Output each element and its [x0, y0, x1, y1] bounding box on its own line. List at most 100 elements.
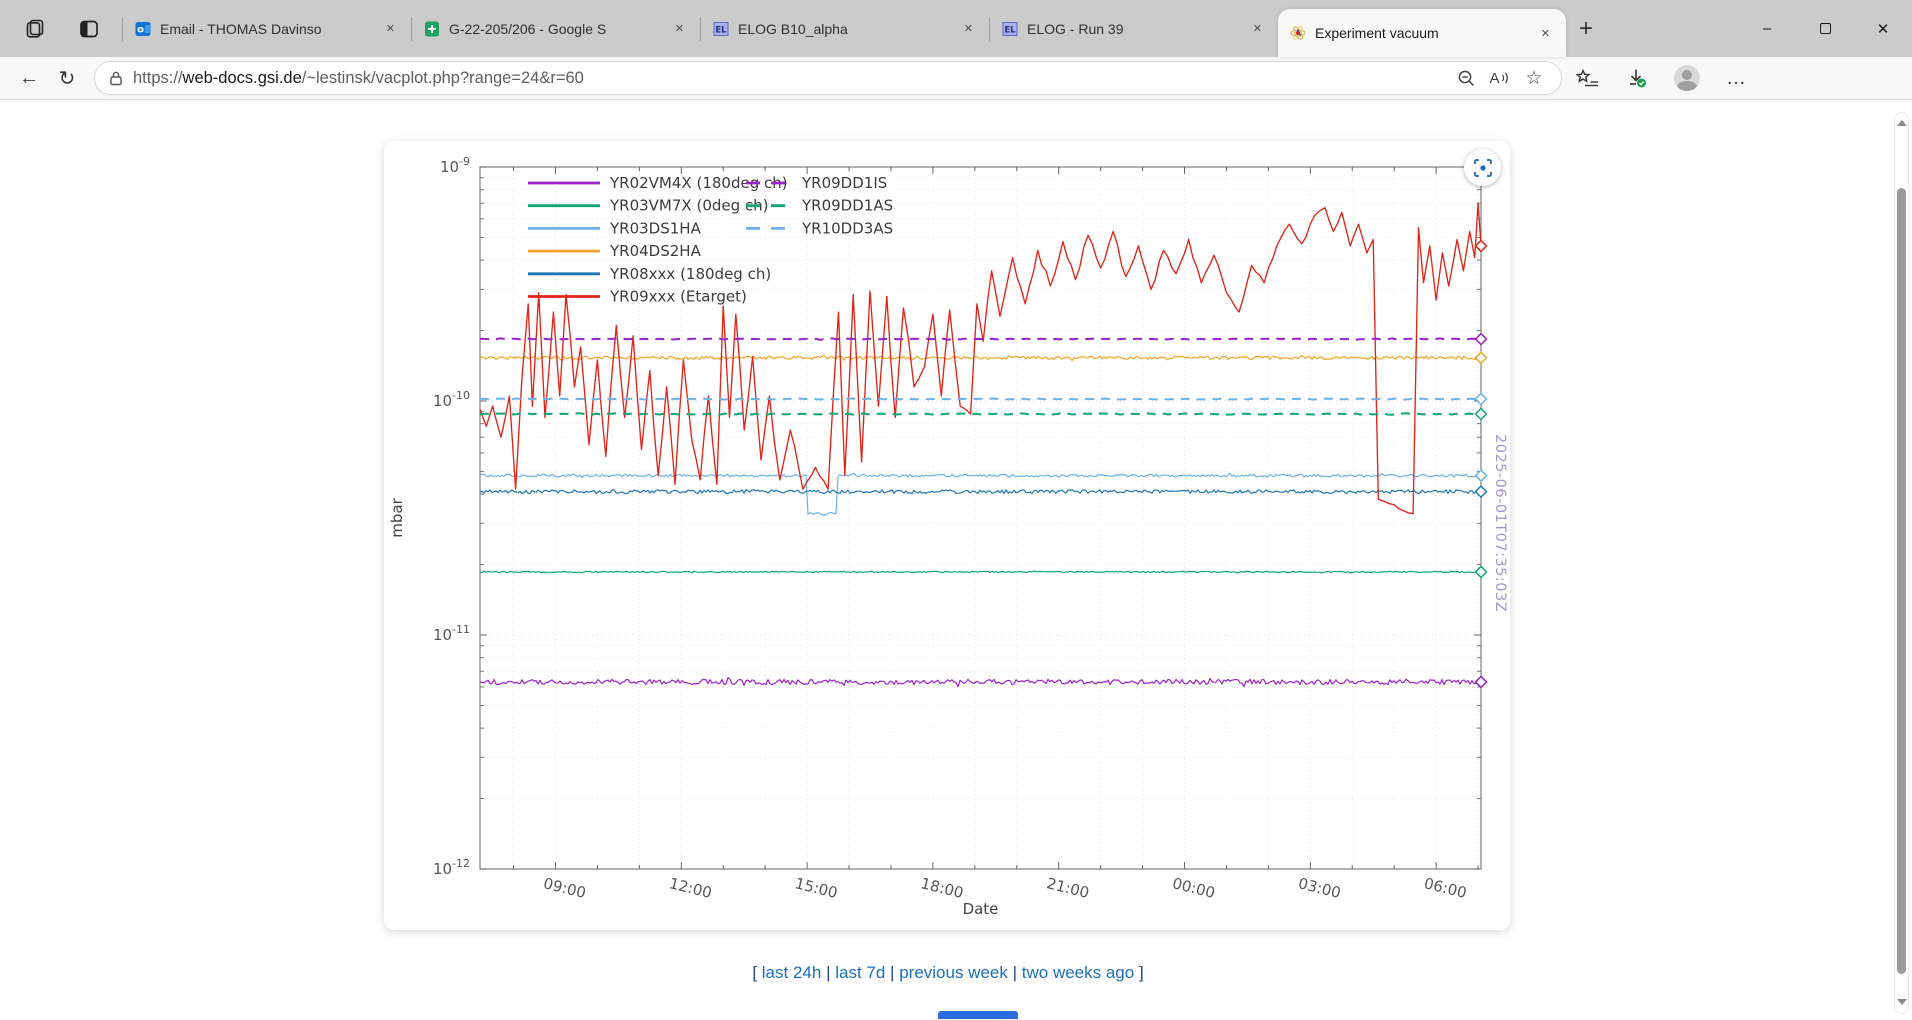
- svg-text:YR09DD1AS: YR09DD1AS: [801, 197, 893, 215]
- elog-icon: EL: [713, 21, 729, 37]
- svg-text:09:00: 09:00: [542, 874, 588, 902]
- browser-toolbar: ← ↻ https://web-docs.gsi.de/~lestinsk/va…: [0, 57, 1912, 100]
- add-favorite-star-icon[interactable]: ☆: [1517, 63, 1551, 93]
- title-bar: o Email - THOMAS Davinso ✕ G-22-205/206 …: [0, 0, 1912, 57]
- svg-text:06:00: 06:00: [1422, 874, 1468, 902]
- series-YR10DD3AS: [480, 399, 1480, 400]
- profile-avatar[interactable]: [1674, 65, 1700, 91]
- tab-close-icon[interactable]: ✕: [380, 19, 401, 38]
- settings-more-icon[interactable]: …: [1726, 67, 1747, 90]
- scrollbar-thumb[interactable]: [1897, 188, 1906, 974]
- svg-text:10-11: 10-11: [433, 623, 470, 644]
- link-separator: |: [1013, 963, 1017, 982]
- window-controls: – ✕: [1738, 0, 1912, 57]
- tab-title: Experiment vacuum: [1315, 25, 1535, 41]
- svg-text:YR09xxx (Etarget): YR09xxx (Etarget): [609, 288, 747, 306]
- link-previous-week[interactable]: previous week: [899, 963, 1008, 982]
- vertical-tabs-icon[interactable]: [76, 16, 102, 42]
- end-marker-YR02VM4X (180deg ch): [1476, 676, 1487, 687]
- new-tab-button[interactable]: +: [1566, 0, 1606, 57]
- close-window-button[interactable]: ✕: [1854, 0, 1912, 57]
- atom-icon: [1290, 25, 1306, 41]
- series-YR08xxx (180deg ch): [480, 490, 1480, 494]
- vertical-scrollbar[interactable]: [1894, 112, 1909, 1014]
- link-separator: |: [890, 963, 894, 982]
- svg-text:YR02VM4X (180deg ch): YR02VM4X (180deg ch): [609, 174, 788, 192]
- series-YR04DS2HA: [480, 355, 1480, 361]
- tab-google-sheets[interactable]: G-22-205/206 - Google S ✕: [412, 0, 700, 57]
- svg-text:YR04DS2HA: YR04DS2HA: [609, 242, 702, 260]
- timestamp-annotation: 2025-06-01T07:35:03Z: [1492, 434, 1508, 612]
- link-two-weeks-ago[interactable]: two weeks ago: [1022, 963, 1134, 982]
- outlook-icon: o: [135, 21, 151, 37]
- bracket-open: [: [752, 963, 757, 982]
- url-scheme: https://: [133, 69, 183, 87]
- svg-text:EL: EL: [1004, 25, 1016, 35]
- vacuum-plot-card: YR02VM4X (180deg ch) YR03VM7X (0deg ch) YR…: [384, 141, 1510, 930]
- svg-text:12:00: 12:00: [667, 874, 713, 902]
- end-marker-YR03VM7X (0deg ch): [1476, 566, 1487, 577]
- page-content: YR02VM4X (180deg ch) YR03VM7X (0deg ch) YR…: [0, 100, 1912, 1019]
- tab-experiment-vacuum[interactable]: Experiment vacuum ✕: [1278, 9, 1566, 57]
- end-marker-YR09DD1AS: [1476, 408, 1487, 419]
- downloads-icon[interactable]: [1626, 67, 1648, 89]
- svg-text:Date: Date: [963, 900, 999, 918]
- svg-text:18:00: 18:00: [919, 874, 965, 902]
- series-YR09DD1AS: [480, 413, 1480, 415]
- visual-search-button[interactable]: [1464, 149, 1501, 186]
- minimize-button[interactable]: –: [1738, 0, 1796, 57]
- svg-text:YR03VM7X (0deg ch): YR03VM7X (0deg ch): [609, 197, 769, 215]
- toolbar-right: …: [1576, 65, 1747, 91]
- vacuum-chart: YR02VM4X (180deg ch) YR03VM7X (0deg ch) YR…: [384, 141, 1510, 930]
- back-button[interactable]: ←: [10, 61, 48, 95]
- svg-text:03:00: 03:00: [1296, 874, 1342, 902]
- svg-text:mbar: mbar: [388, 497, 406, 537]
- svg-text:YR03DS1HA: YR03DS1HA: [609, 219, 702, 237]
- tab-close-icon[interactable]: ✕: [669, 19, 690, 38]
- series-YR09DD1IS: [480, 338, 1480, 340]
- tab-close-icon[interactable]: ✕: [1535, 24, 1556, 43]
- url-text[interactable]: https://web-docs.gsi.de/~lestinsk/vacplo…: [133, 69, 1449, 88]
- scroll-down-arrow[interactable]: [1897, 999, 1906, 1006]
- end-marker-YR08xxx (180deg ch): [1476, 486, 1487, 497]
- link-separator: |: [826, 963, 830, 982]
- svg-text:10-12: 10-12: [433, 857, 470, 878]
- maximize-icon: [1820, 23, 1831, 34]
- svg-text:EL: EL: [715, 25, 727, 35]
- lock-icon: [109, 70, 123, 86]
- tab-title: G-22-205/206 - Google S: [449, 21, 669, 37]
- tab-close-icon[interactable]: ✕: [1247, 19, 1268, 38]
- axis-labels: 10-910-1010-1110-1209:0012:0015:0018:002…: [388, 155, 1508, 918]
- svg-text:00:00: 00:00: [1171, 874, 1217, 902]
- elog-icon: EL: [1002, 21, 1018, 37]
- tab-strip: o Email - THOMAS Davinso ✕ G-22-205/206 …: [122, 0, 1606, 57]
- tab-elog-b10[interactable]: EL ELOG B10_alpha ✕: [701, 0, 989, 57]
- svg-text:15:00: 15:00: [793, 874, 839, 902]
- read-aloud-icon[interactable]: A: [1483, 63, 1517, 93]
- favorites-bar-icon[interactable]: [1576, 69, 1600, 87]
- taskbar-sliver: [938, 1011, 1018, 1019]
- end-marker-YR09DD1IS: [1476, 334, 1487, 345]
- workspaces-icon[interactable]: [22, 16, 48, 42]
- series-YR03VM7X (0deg ch): [480, 571, 1480, 573]
- tab-title: ELOG - Run 39: [1027, 21, 1247, 37]
- url-path: /~lestinsk/vacplot.php?range=24&r=60: [302, 69, 584, 87]
- end-marker-YR10DD3AS: [1476, 393, 1487, 404]
- tab-email[interactable]: o Email - THOMAS Davinso ✕: [123, 0, 411, 57]
- end-marker-YR04DS2HA: [1476, 352, 1487, 363]
- scroll-up-arrow[interactable]: [1897, 120, 1906, 127]
- link-last-7d[interactable]: last 7d: [835, 963, 885, 982]
- link-last-24h[interactable]: last 24h: [762, 963, 822, 982]
- zoom-out-icon[interactable]: [1449, 63, 1483, 93]
- svg-text:21:00: 21:00: [1045, 874, 1091, 902]
- range-links: [ last 24h | last 7d | previous week | t…: [0, 963, 1896, 983]
- maximize-button[interactable]: [1796, 0, 1854, 57]
- refresh-button[interactable]: ↻: [48, 61, 86, 95]
- tab-elog-run39[interactable]: EL ELOG - Run 39 ✕: [990, 0, 1278, 57]
- address-bar[interactable]: https://web-docs.gsi.de/~lestinsk/vacplo…: [94, 61, 1562, 95]
- svg-text:YR09DD1IS: YR09DD1IS: [801, 174, 887, 192]
- svg-text:10-9: 10-9: [440, 155, 470, 176]
- tab-close-icon[interactable]: ✕: [958, 19, 979, 38]
- tab-title: ELOG B10_alpha: [738, 21, 958, 37]
- tab-title: Email - THOMAS Davinso: [160, 21, 380, 37]
